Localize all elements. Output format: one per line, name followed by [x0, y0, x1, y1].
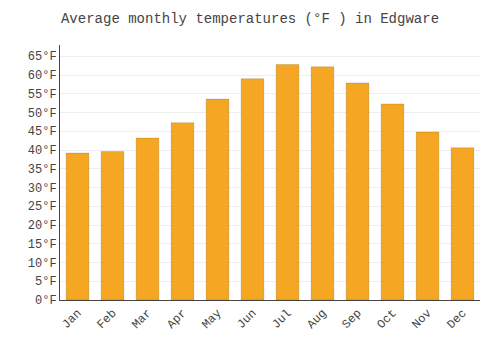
svg-text:15°F: 15°F	[28, 238, 57, 252]
svg-text:Oct: Oct	[374, 307, 399, 332]
svg-text:Average monthly temperatures (: Average monthly temperatures (°F ) in Ed…	[61, 11, 439, 27]
svg-text:35°F: 35°F	[28, 163, 57, 177]
svg-text:Feb: Feb	[94, 307, 119, 332]
svg-text:Jan: Jan	[59, 307, 84, 332]
svg-text:55°F: 55°F	[28, 88, 57, 102]
svg-text:45°F: 45°F	[28, 125, 57, 139]
svg-text:Aug: Aug	[304, 307, 329, 332]
svg-text:65°F: 65°F	[28, 50, 57, 64]
svg-text:40°F: 40°F	[28, 144, 57, 158]
svg-text:May: May	[199, 307, 224, 332]
svg-text:30°F: 30°F	[28, 182, 57, 196]
svg-text:Dec: Dec	[444, 307, 469, 332]
svg-text:Jul: Jul	[269, 307, 294, 332]
svg-text:Nov: Nov	[409, 307, 434, 332]
svg-text:50°F: 50°F	[28, 107, 57, 121]
svg-text:10°F: 10°F	[28, 257, 57, 271]
svg-text:20°F: 20°F	[28, 219, 57, 233]
svg-text:5°F: 5°F	[35, 275, 57, 289]
svg-text:0°F: 0°F	[35, 294, 57, 308]
svg-text:Mar: Mar	[129, 307, 154, 332]
svg-text:25°F: 25°F	[28, 200, 57, 214]
svg-text:Sep: Sep	[339, 307, 364, 332]
svg-text:Jun: Jun	[234, 307, 259, 332]
svg-text:Apr: Apr	[164, 307, 189, 332]
svg-text:60°F: 60°F	[28, 69, 57, 83]
